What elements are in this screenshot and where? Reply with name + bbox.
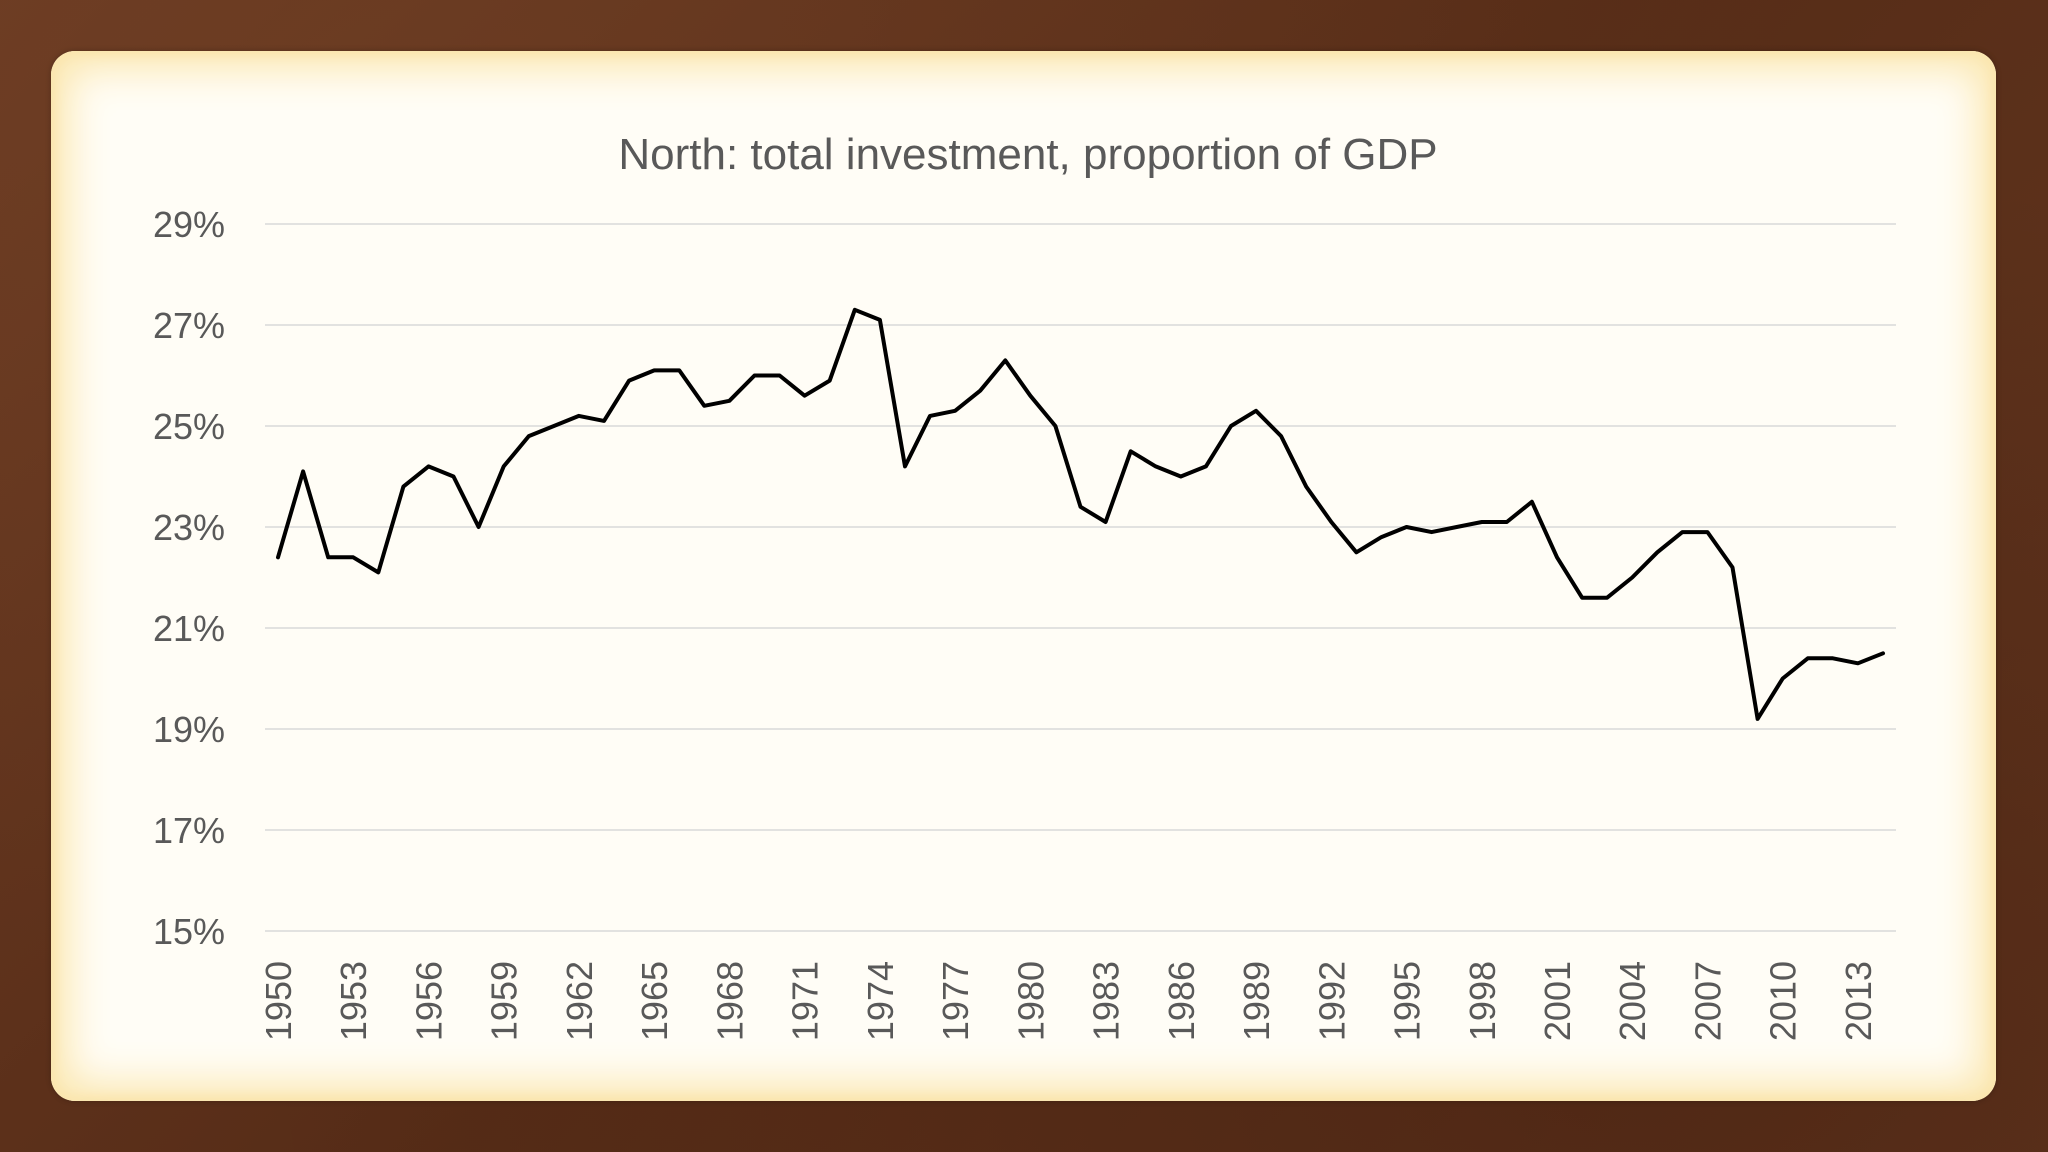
x-tick-label: 1962 bbox=[559, 961, 600, 1041]
x-tick-label: 1980 bbox=[1010, 961, 1051, 1041]
y-tick-label: 15% bbox=[153, 911, 225, 952]
y-tick-label: 27% bbox=[153, 305, 225, 346]
x-tick-label: 1968 bbox=[709, 961, 750, 1041]
x-tick-label: 1995 bbox=[1387, 961, 1428, 1041]
x-tick-label: 1986 bbox=[1161, 961, 1202, 1041]
x-tick-label: 2004 bbox=[1612, 961, 1653, 1041]
y-tick-label: 21% bbox=[153, 608, 225, 649]
y-tick-label: 23% bbox=[153, 507, 225, 548]
x-tick-label: 1974 bbox=[860, 961, 901, 1041]
y-tick-label: 25% bbox=[153, 406, 225, 447]
y-tick-label: 19% bbox=[153, 709, 225, 750]
x-tick-label: 1977 bbox=[935, 961, 976, 1041]
x-tick-label: 1959 bbox=[484, 961, 525, 1041]
series-line-0 bbox=[276, 307, 1885, 721]
slide-card bbox=[51, 51, 1996, 1101]
y-tick-label: 17% bbox=[153, 810, 225, 851]
x-tick-label: 2013 bbox=[1838, 961, 1879, 1041]
x-tick-label: 2010 bbox=[1763, 961, 1804, 1041]
x-tick-label: 2001 bbox=[1537, 961, 1578, 1041]
x-tick-label: 1953 bbox=[333, 961, 374, 1041]
data-series bbox=[276, 307, 1885, 721]
x-tick-label: 1956 bbox=[408, 961, 449, 1041]
x-tick-label: 2007 bbox=[1687, 961, 1728, 1041]
chart-title: North: total investment, proportion of G… bbox=[618, 130, 1437, 179]
x-tick-label: 1965 bbox=[634, 961, 675, 1041]
x-tick-label: 1992 bbox=[1311, 961, 1352, 1041]
x-tick-label: 1950 bbox=[258, 961, 299, 1041]
y-axis-tick-labels: 15% 17% 19% 21% 23% 25% 27% 29% bbox=[153, 204, 225, 952]
grid-lines bbox=[265, 223, 1896, 932]
x-tick-label: 1971 bbox=[785, 961, 826, 1041]
x-tick-label: 1998 bbox=[1462, 961, 1503, 1041]
x-axis-tick-labels: 1950 1953 1956 1959 1962 1965 1968 1971 1974 1977… bbox=[258, 961, 1879, 1041]
x-tick-label: 1983 bbox=[1086, 961, 1127, 1041]
x-tick-label: 1989 bbox=[1236, 961, 1277, 1041]
y-tick-label: 29% bbox=[153, 204, 225, 245]
